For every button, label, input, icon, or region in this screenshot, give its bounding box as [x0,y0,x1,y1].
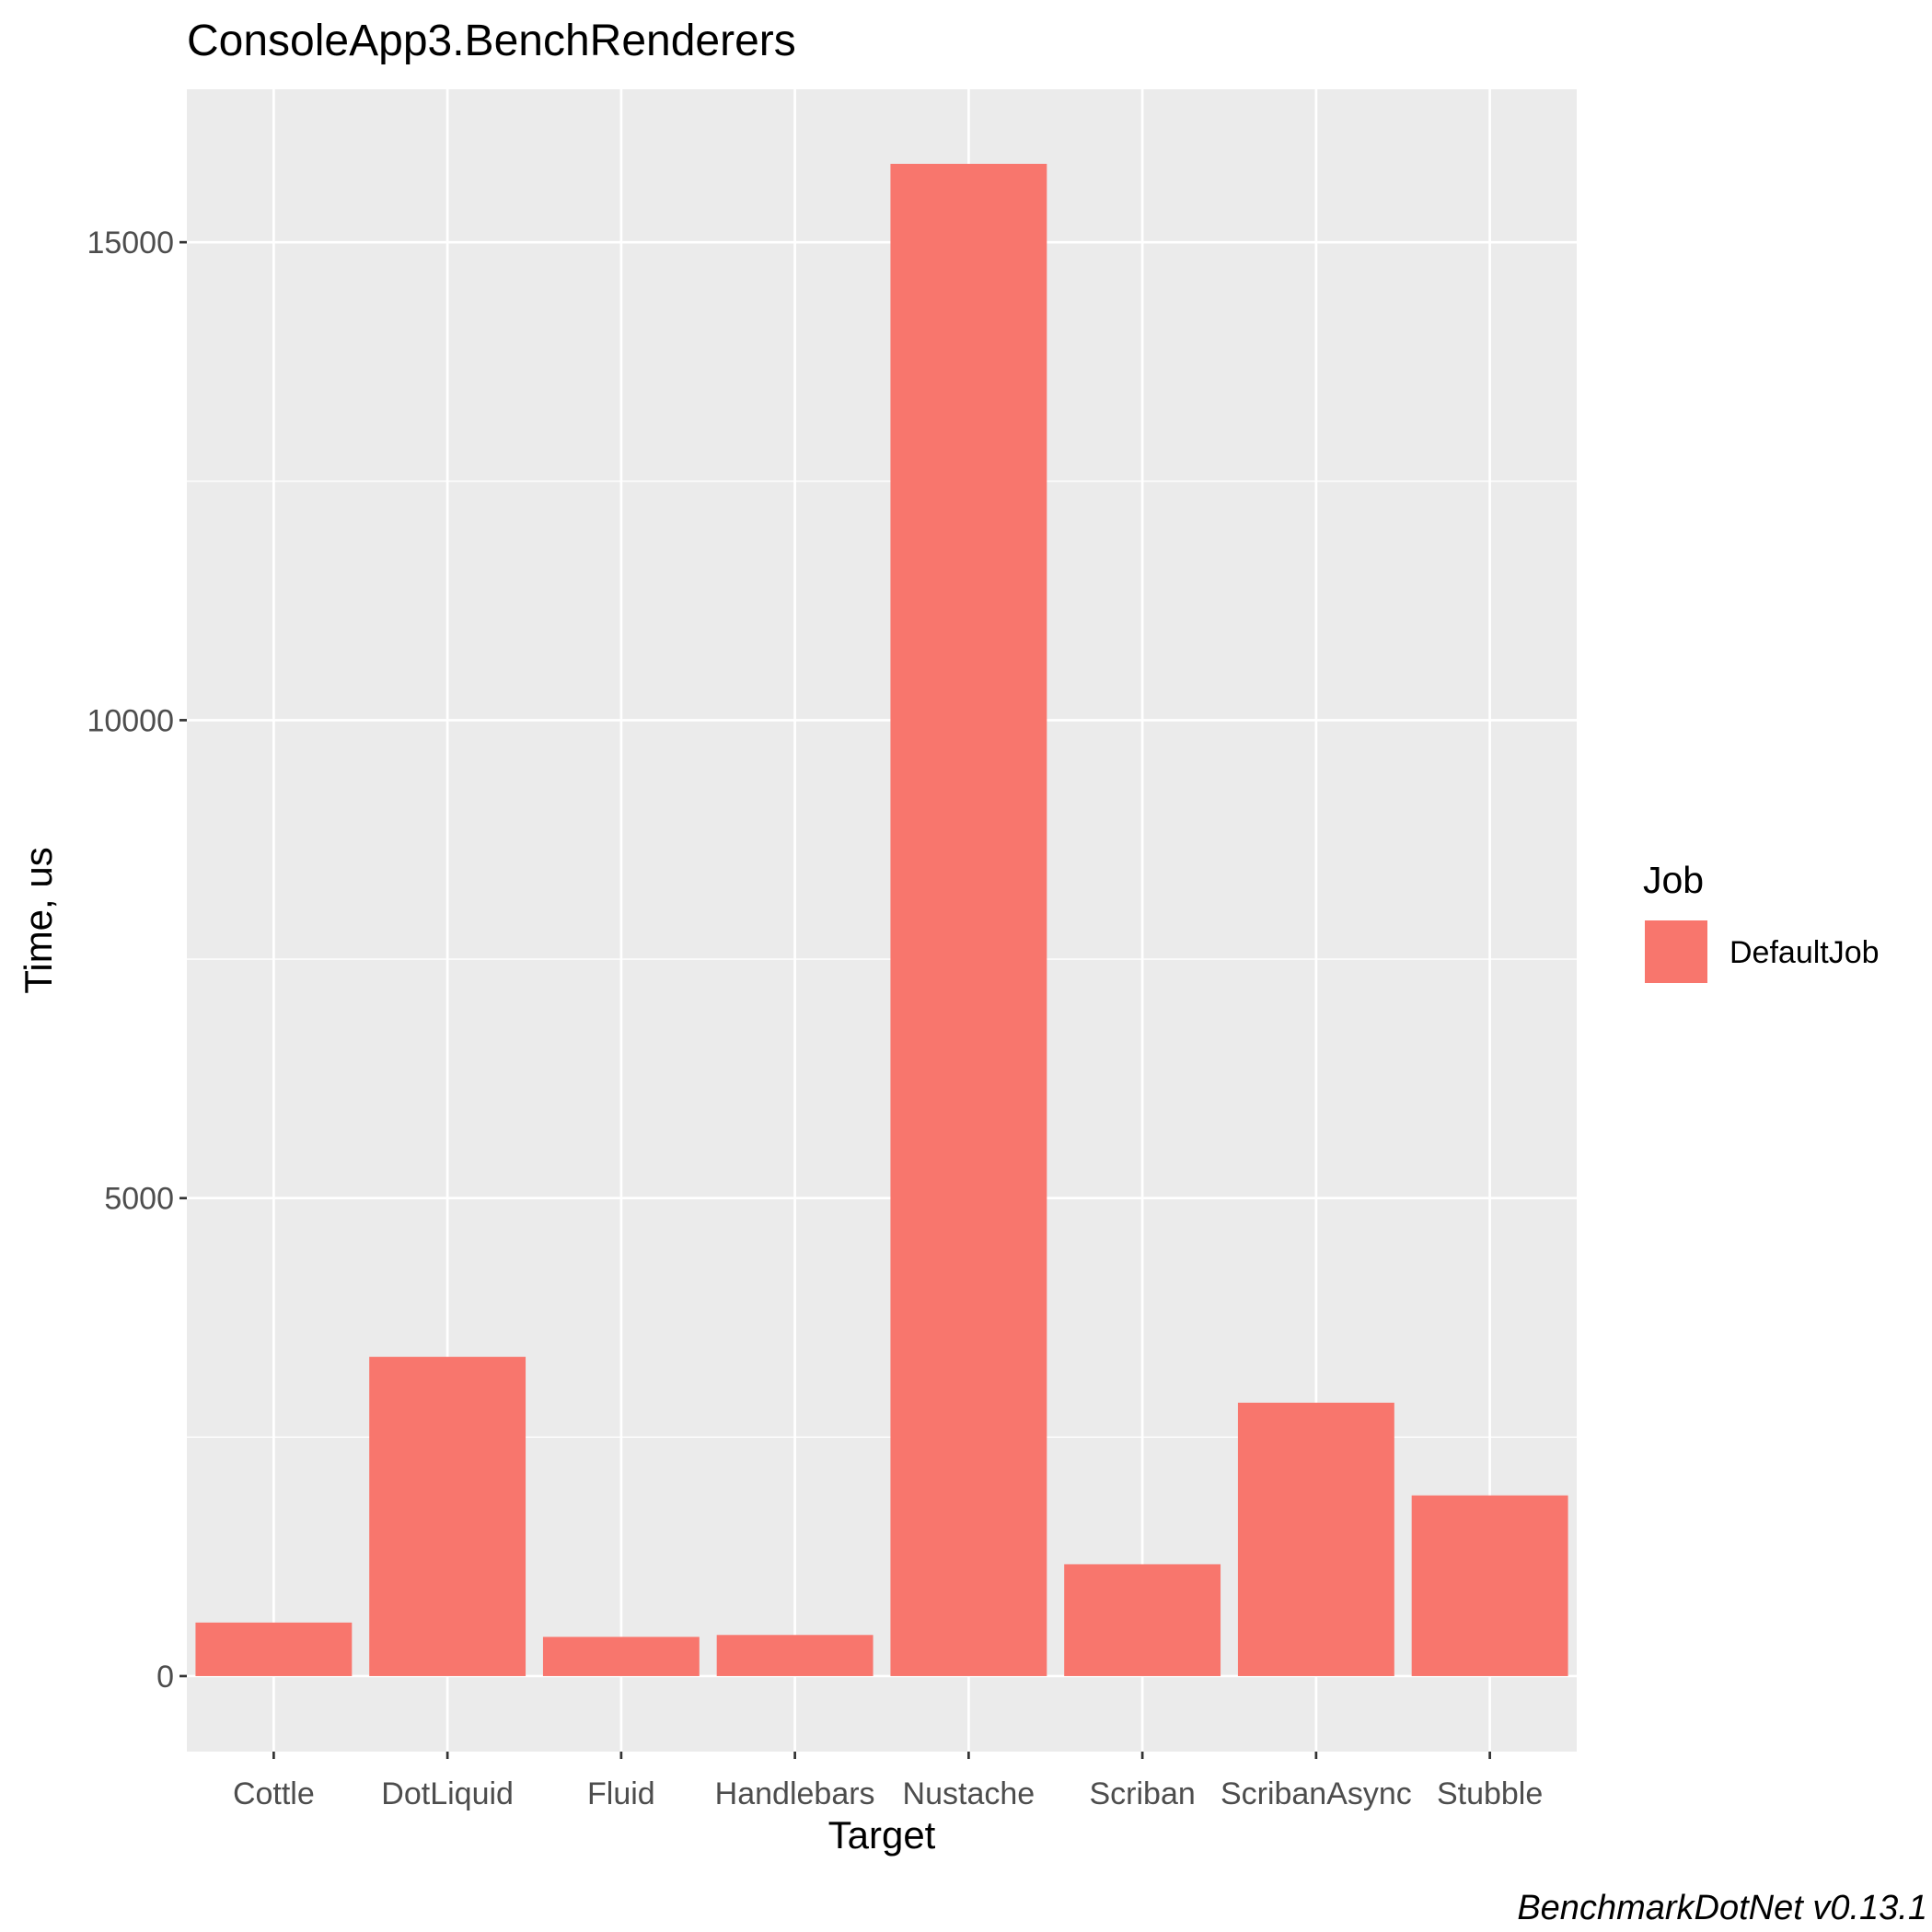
bar-dotliquid [369,1357,526,1676]
x-tick-label: Cottle [233,1776,315,1811]
major-gridlines [187,89,1577,1752]
x-axis-title: Target [828,1813,936,1857]
x-tick-label: Nustache [903,1776,1035,1811]
bar-scribanasync [1237,1402,1394,1676]
legend-title: Job [1643,859,1704,901]
bars-layer [195,164,1568,1676]
x-tick-label: DotLiquid [381,1776,514,1811]
bar-stubble [1411,1495,1568,1676]
legend-label-defaultjob: DefaultJob [1730,935,1880,970]
caption: BenchmarkDotNet v0.13.1 [1517,1889,1927,1927]
x-tick-label: Handlebars [715,1776,875,1811]
bar-handlebars [716,1635,873,1676]
legend-key-swatch [1645,920,1707,983]
bar-nustache [890,164,1047,1676]
bar-fluid [542,1637,700,1676]
y-tick-label: 5000 [104,1182,174,1217]
x-tick-label: Scriban [1089,1776,1195,1811]
y-axis: 0 5000 10000 15000 [87,226,187,1695]
y-tick-label: 15000 [87,226,174,260]
bar-cottle [195,1622,353,1676]
chart-title: ConsoleApp3.BenchRenderers [187,17,796,65]
x-tick-label: Stubble [1437,1776,1543,1811]
y-tick-label: 10000 [87,703,174,738]
x-tick-label: Fluid [587,1776,655,1811]
bar-scriban [1064,1564,1221,1676]
x-axis: Cottle DotLiquid Fluid Handlebars Nustache Sc… [233,1752,1543,1811]
y-tick-label: 0 [156,1660,174,1695]
x-tick-label: ScribanAsync [1221,1776,1412,1811]
y-axis-title: Time, us [17,847,60,993]
